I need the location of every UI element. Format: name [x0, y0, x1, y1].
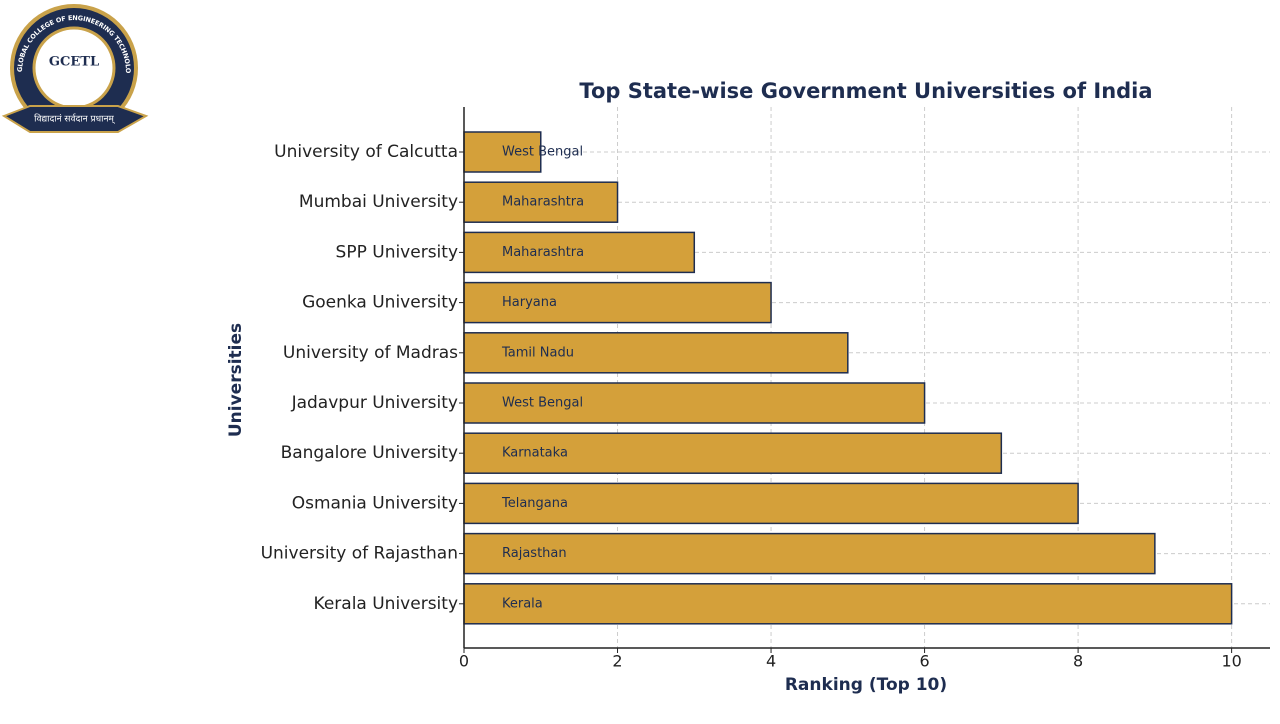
bar [463, 332, 849, 374]
x-tick-label: 6 [919, 652, 929, 671]
bar-label: Kerala [502, 596, 543, 611]
logo-ribbon [1, 105, 149, 133]
x-tick-label: 8 [1073, 652, 1083, 671]
y-tick-label: University of Rajasthan [261, 544, 458, 564]
chart-title: Top State-wise Government Universities o… [579, 79, 1152, 103]
bar [463, 231, 696, 274]
bar [463, 382, 926, 424]
x-tick-label: 0 [459, 652, 469, 671]
y-tick-label: Osmania University [292, 493, 458, 513]
logo-abbr: GCETL [49, 55, 99, 70]
y-tick-label: Mumbai University [299, 192, 458, 212]
y-tick-label: Bangalore University [281, 443, 458, 463]
bar-label: Telangana [501, 496, 568, 511]
bar-label: Rajasthan [502, 546, 567, 561]
bar [463, 482, 1079, 525]
bar-label: Tamil Nadu [501, 345, 574, 360]
y-tick-label: Kerala University [314, 594, 458, 614]
bar [463, 281, 772, 324]
logo: GLOBAL COLLEGE OF ENGINEERING TECHNOLOGY… [0, 0, 149, 133]
bar-label: Maharashtra [502, 245, 584, 260]
bar-label: West Bengal [502, 145, 583, 160]
x-axis-label: Ranking (Top 10) [785, 675, 947, 695]
bar [463, 583, 1233, 625]
bar-label: Haryana [502, 295, 557, 310]
bar [463, 432, 1003, 474]
y-tick-label: Goenka University [302, 293, 458, 313]
bar-label: Karnataka [502, 446, 568, 461]
bar [463, 181, 619, 223]
bar [463, 131, 542, 173]
y-tick-label: Jadavpur University [291, 393, 458, 413]
bar-label: Maharashtra [502, 195, 584, 210]
y-tick-label: SPP University [336, 242, 458, 262]
y-axis-label: Universities [226, 323, 246, 437]
bar-label: West Bengal [502, 396, 583, 411]
bar [463, 532, 1156, 575]
logo-motto: विद्यादानं सर्वदान प्रधानम् [34, 113, 116, 125]
x-tick-label: 2 [612, 652, 622, 671]
x-tick-label: 4 [766, 652, 776, 671]
y-tick-label: University of Calcutta [274, 142, 458, 162]
y-tick-label: University of Madras [283, 343, 458, 363]
x-tick-label: 10 [1221, 652, 1241, 671]
